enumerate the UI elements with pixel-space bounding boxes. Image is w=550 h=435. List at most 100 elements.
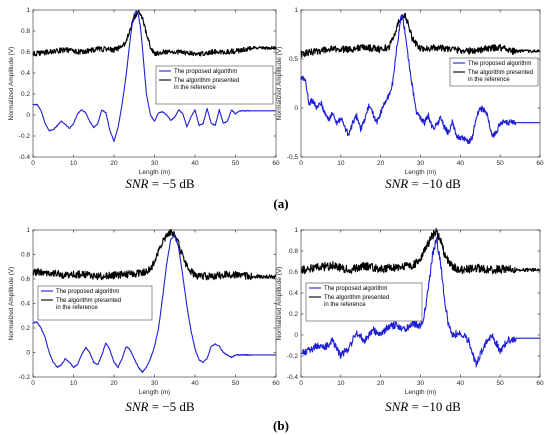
x-tick-label: 50 — [497, 380, 505, 387]
y-tick-label: 0 — [26, 350, 30, 357]
legend-label: in the reference — [56, 305, 98, 311]
x-tick-label: 60 — [272, 380, 280, 387]
y-tick-label: 0 — [26, 112, 30, 119]
y-tick-label: 1 — [294, 7, 298, 14]
x-tick-label: 40 — [457, 380, 465, 387]
legend-label: The algorithm presented — [324, 295, 389, 301]
x-tick-label: 60 — [272, 160, 280, 167]
y-tick-label: 0.2 — [21, 325, 30, 332]
legend-label: The algorithm presented — [56, 298, 121, 304]
legend-label: in the reference — [324, 302, 366, 308]
series-line-proposed — [300, 237, 541, 368]
legend: The proposed algorithm The algorithm pres… — [37, 285, 153, 321]
y-tick-label: -0.2 — [19, 133, 31, 140]
panel-label-b: (b) — [273, 418, 289, 433]
x-axis-label: Length (m) — [405, 389, 436, 396]
y-axis-label: Normalized Amplitude (V) — [8, 47, 15, 121]
legend-label: in the reference — [174, 85, 216, 91]
y-tick-label: 0 — [294, 332, 298, 339]
y-tick-label: 0.4 — [21, 70, 30, 77]
y-tick-label: 0.6 — [21, 276, 30, 283]
x-tick-label: 0 — [31, 160, 35, 167]
x-tick-label: 40 — [191, 380, 199, 387]
y-tick-label: 0.2 — [289, 311, 298, 318]
legend-label: The proposed algorithm — [324, 286, 387, 292]
y-axis-label: Normalized Amplitude (V) — [276, 47, 283, 121]
legend-label: The proposed algorithm — [468, 61, 531, 67]
x-tick-label: 40 — [191, 160, 199, 167]
legend-box — [155, 65, 274, 105]
y-tick-label: 0.4 — [21, 301, 30, 308]
x-tick-label: 10 — [337, 380, 345, 387]
legend-box — [37, 285, 153, 321]
series-line-proposed — [300, 13, 541, 145]
series-line-proposed — [32, 233, 277, 374]
y-tick-label: 1 — [26, 7, 30, 14]
snr-caption: SNR = −10 dB — [385, 399, 461, 414]
legend: The proposed algorithm The algorithm pres… — [305, 282, 423, 322]
x-tick-label: 30 — [151, 380, 159, 387]
legend-label: in the reference — [468, 77, 510, 83]
legend: The proposed algorithm The algorithm pres… — [449, 57, 539, 87]
panel-label-a: (a) — [273, 196, 288, 211]
y-tick-label: 1 — [26, 227, 30, 234]
chart-4: 0 10 20 30 40 50 60 -0.4 -0.2 0 0.2 0.4 0.6 0.8 1 Lengt… — [276, 227, 544, 414]
legend-label: The algorithm presented — [174, 78, 239, 84]
x-axis-label: Length (m) — [139, 169, 170, 176]
x-axis-label: Length (m) — [405, 169, 436, 176]
y-tick-label: 0.6 — [289, 269, 298, 276]
x-axis-label: Length (m) — [139, 389, 170, 396]
y-tick-label: -0.4 — [287, 374, 299, 381]
x-tick-label: 60 — [536, 160, 544, 167]
x-tick-label: 30 — [417, 160, 425, 167]
y-tick-label: 0.2 — [21, 91, 30, 98]
y-tick-label: -0.4 — [19, 154, 31, 161]
x-tick-label: 30 — [417, 380, 425, 387]
legend-box — [305, 282, 423, 322]
x-tick-label: 20 — [377, 380, 385, 387]
x-tick-label: 10 — [337, 160, 345, 167]
chart-1: 0 10 20 30 40 50 60 -0.4 -0.2 0 0.2 0.4 0.6 0.8 1 Lengt… — [8, 7, 280, 191]
x-tick-label: 30 — [151, 160, 159, 167]
legend-label: The proposed algorithm — [174, 69, 237, 75]
y-tick-label: 0.6 — [21, 49, 30, 56]
legend: The proposed algorithm The algorithm pres… — [155, 65, 274, 105]
series-line-reference — [32, 9, 277, 57]
x-tick-label: 20 — [110, 160, 118, 167]
series-line-proposed — [32, 10, 277, 143]
y-tick-label: 0.5 — [289, 56, 298, 63]
y-axis-label: Normalized Amplitude (V) — [8, 267, 15, 341]
legend-label: The proposed algorithm — [56, 289, 119, 295]
y-tick-label: 0.8 — [21, 28, 30, 35]
x-tick-label: 0 — [299, 160, 303, 167]
y-tick-label: 0 — [294, 105, 298, 112]
x-tick-label: 10 — [70, 160, 78, 167]
y-tick-label: 0.4 — [289, 290, 298, 297]
x-tick-label: 50 — [497, 160, 505, 167]
x-tick-label: 0 — [31, 380, 35, 387]
x-tick-label: 60 — [536, 380, 544, 387]
x-tick-label: 40 — [457, 160, 465, 167]
snr-caption: SNR = −10 dB — [385, 176, 461, 191]
snr-caption: SNR = −5 dB — [125, 176, 195, 191]
snr-caption: SNR = −5 dB — [125, 399, 195, 414]
x-tick-label: 50 — [232, 160, 240, 167]
y-tick-label: -0.5 — [287, 154, 299, 161]
x-tick-label: 50 — [232, 380, 240, 387]
series-line-reference — [300, 12, 541, 58]
series-line-reference — [300, 227, 541, 275]
x-tick-label: 10 — [70, 380, 78, 387]
y-tick-label: 0.8 — [289, 248, 298, 255]
y-tick-label: 1 — [294, 227, 298, 234]
x-tick-label: 20 — [110, 380, 118, 387]
series-line-reference — [32, 229, 277, 281]
y-tick-label: -0.2 — [287, 353, 299, 360]
y-tick-label: 0.8 — [21, 252, 30, 259]
y-axis-label: Normalized Amplitude (V) — [276, 267, 283, 341]
x-tick-label: 0 — [299, 380, 303, 387]
x-tick-label: 20 — [377, 160, 385, 167]
y-tick-label: -0.2 — [19, 374, 31, 381]
